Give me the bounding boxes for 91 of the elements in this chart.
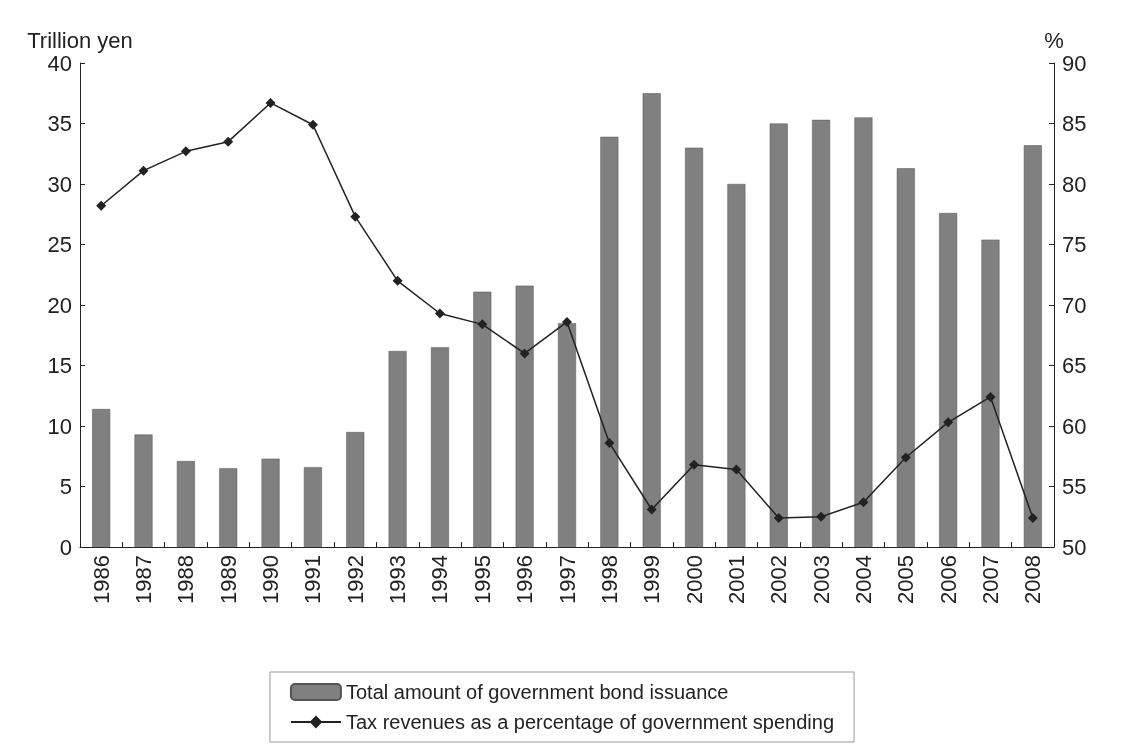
legend-label: Total amount of government bond issuance [345,681,729,703]
x-tick-label: 1988 [173,555,199,604]
y-tick-label: 10 [47,413,72,439]
x-tick-label: 1993 [385,555,411,604]
x-tick-label: 2005 [893,555,919,604]
bar [134,434,153,547]
y-tick-label: 35 [47,111,72,136]
bar [1023,145,1042,547]
y2-tick-label: 85 [1062,111,1087,136]
point [858,497,869,508]
point [350,211,361,222]
point [477,319,488,330]
bar [600,136,619,547]
bar [939,213,958,547]
point [180,146,191,157]
y2-tick-label: 75 [1062,232,1087,257]
x-tick-label: 1991 [300,555,326,604]
y-tick-label: 0 [59,534,72,560]
bar [812,119,831,547]
x-tick-label: 1995 [469,555,495,604]
x-tick-label: 2007 [977,555,1003,604]
x-tick-label: 1987 [131,555,157,604]
point [434,308,445,319]
point [604,437,615,448]
bar [854,117,873,547]
y2-tick-label: 80 [1062,171,1087,197]
point [943,417,954,428]
point [562,316,572,327]
x-tick-label: 2003 [808,555,834,604]
point [96,200,107,211]
legend-label: Tax revenues as a percentage of government spending [345,711,835,733]
x-tick-label: 2001 [723,555,749,604]
point [1027,512,1038,523]
bar [176,461,195,547]
x-tick-label: 1986 [88,555,114,604]
point [900,452,911,463]
y2-tick-label: 90 [1062,50,1087,76]
point [307,119,318,130]
bar [727,184,746,547]
x-tick-label: 1996 [512,555,538,604]
point [731,464,742,475]
point [689,459,700,470]
y-tick-label: 40 [47,50,72,76]
bar [219,468,238,547]
y-tick-label: 25 [47,232,72,257]
bar [430,347,449,547]
y-tick-label: 15 [47,353,72,378]
y2-tick-label: 70 [1062,292,1087,318]
y2-axis-title: % [1044,27,1064,53]
bar [685,147,704,547]
x-tick-label: 1998 [596,555,622,604]
point [519,348,530,359]
y-tick-label: 20 [47,292,72,318]
x-tick-label: 1992 [342,555,368,604]
point [138,165,149,176]
y-tick-label: 30 [47,171,72,197]
x-tick-label: 2004 [850,555,876,604]
bar [92,409,111,547]
x-tick-label: 1999 [639,555,665,604]
point [816,511,827,522]
bar [981,239,1000,547]
bar [388,350,407,547]
point [646,504,657,515]
x-tick-label: 1994 [427,555,453,604]
bar [346,432,365,547]
bar [515,285,534,547]
bar [261,458,280,547]
x-tick-label: 2002 [766,555,792,604]
point [392,275,403,286]
point [985,391,996,402]
y2-tick-label: 65 [1062,353,1087,378]
x-tick-label: 2008 [1020,555,1046,604]
bar [303,467,322,547]
bar [558,323,576,547]
y-axis-title: Trillion yen [27,27,133,53]
x-tick-label: 1989 [215,555,241,604]
bar [473,291,492,547]
bar [896,168,915,547]
y2-tick-label: 55 [1062,474,1087,499]
point [223,136,234,147]
y2-tick-label: 50 [1062,534,1087,560]
bar [769,123,788,547]
x-tick-label: 2000 [681,555,707,604]
x-tick-label: 1990 [258,555,284,604]
x-tick-label: 2006 [935,555,961,604]
y-tick-label: 5 [59,474,72,499]
bar [642,93,661,547]
x-tick-label: 1997 [554,555,580,604]
point [773,512,784,523]
point [265,97,276,108]
y2-tick-label: 60 [1062,413,1087,439]
